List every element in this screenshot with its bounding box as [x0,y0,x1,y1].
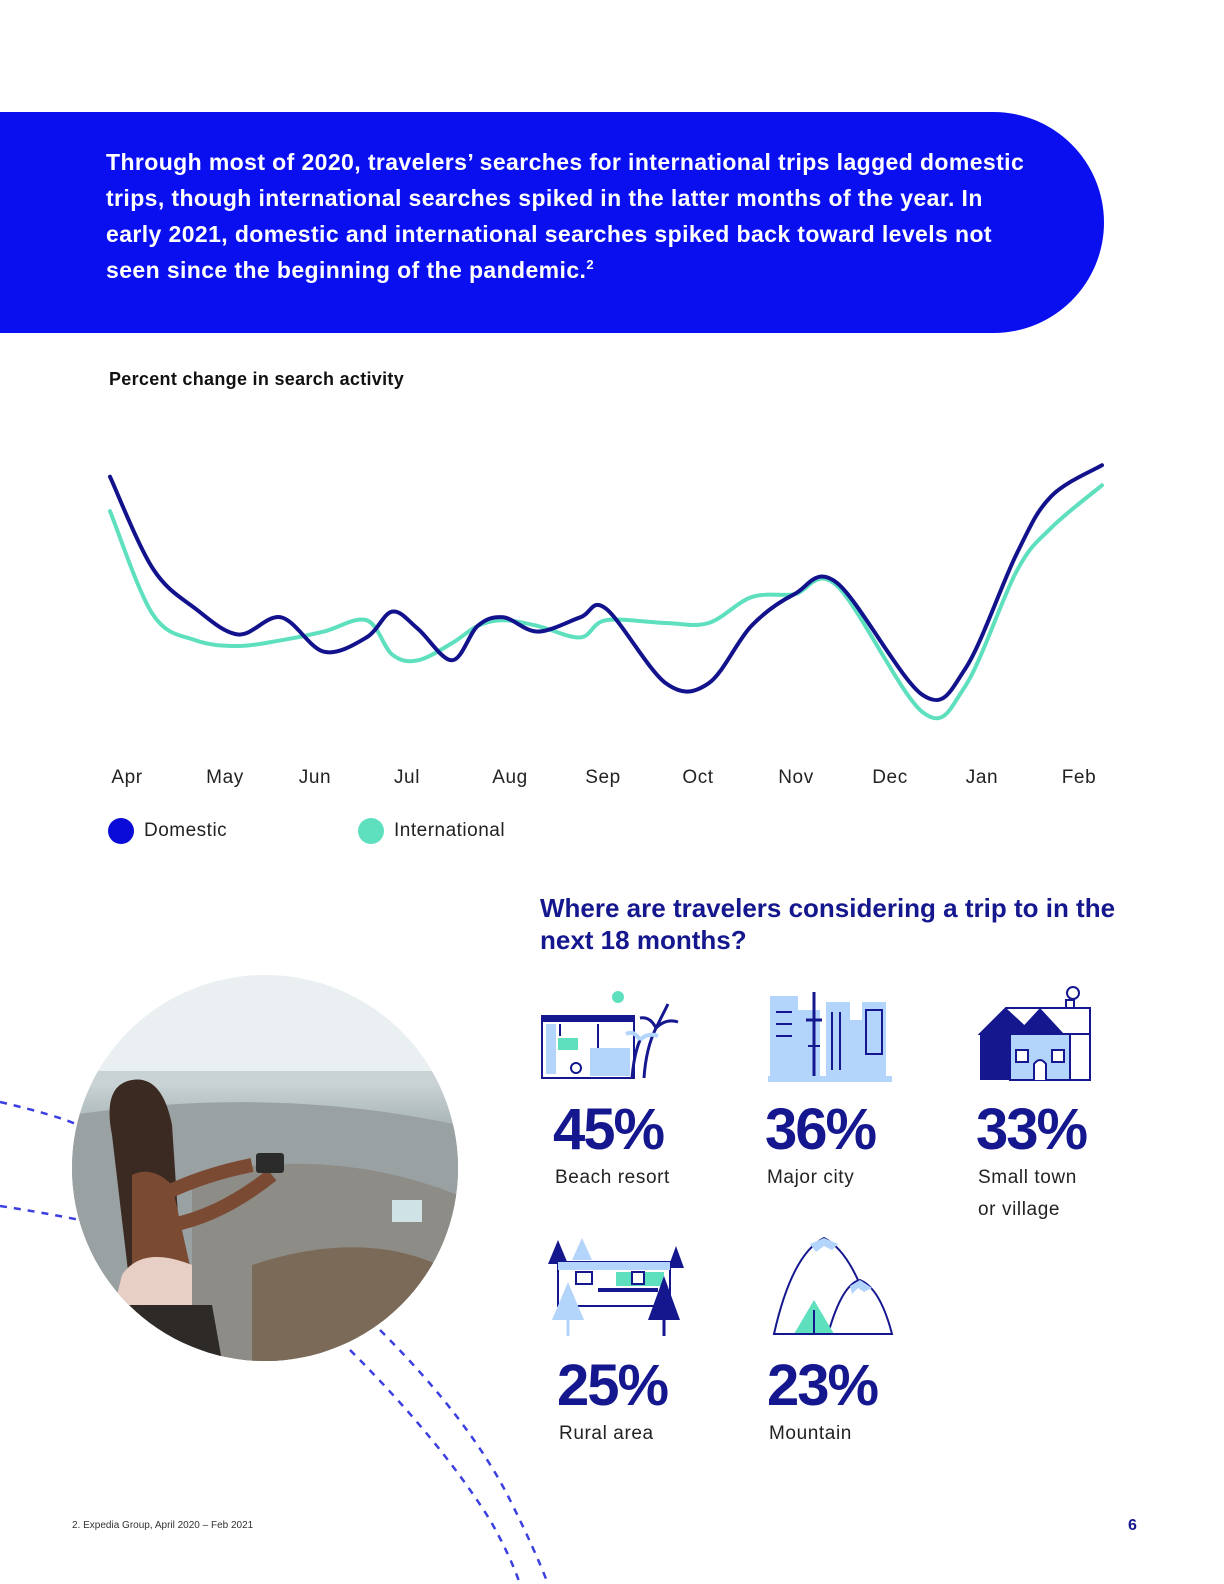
stat-percent: 23% [767,1353,879,1418]
legend-swatch-domestic [108,818,134,844]
stat-label-line2: or village [978,1199,1061,1220]
x-tick-label: May [206,767,244,788]
decorative-dashed-curves [0,1100,550,1584]
stat-beach-resort: 45% Beach resort [553,1098,670,1194]
mountain-icon [772,1236,894,1335]
beach-resort-icon [541,991,679,1079]
chart-title: Percent change in search activity [109,369,405,389]
stat-label: Rural area [559,1423,654,1444]
banner-text: Through most of 2020, travelers’ searche… [106,144,1026,288]
footnote: 2. Expedia Group, April 2020 – Feb 2021 [72,1520,254,1531]
stat-percent: 36% [765,1097,877,1162]
traveler-photo-illustration [72,975,458,1361]
x-tick-label: Nov [778,767,814,788]
legend-swatch-international [358,818,384,844]
stat-percent: 25% [557,1353,669,1418]
rural-cabin-icon [548,1238,684,1336]
x-tick-label: Feb [1062,767,1097,788]
stat-label: Small town [978,1167,1077,1188]
stat-rural-area: 25% Rural area [557,1353,669,1450]
destinations-heading: Where are travelers considering a trip t… [540,893,1116,955]
headline-banner [0,112,1104,333]
stat-mountain: 23% Mountain [767,1353,879,1450]
x-tick-label: Dec [872,767,908,788]
legend-label-domestic: Domestic [144,820,228,841]
stat-percent: 33% [976,1097,1088,1162]
x-tick-label: Jun [299,767,331,788]
legend-domestic: Domestic [108,818,227,844]
page-number: 6 [1128,1517,1137,1534]
x-tick-label: Apr [111,767,142,788]
stat-major-city: 36% Major city [765,1097,877,1194]
x-tick-label: Jul [394,767,420,788]
series-line-domestic [108,463,1104,703]
legend-label-international: International [394,820,506,841]
x-tick-label: Oct [682,767,713,788]
legend-international: International [358,818,505,844]
stat-label: Beach resort [555,1167,670,1188]
stat-small-town: 33% Small town or village [976,1097,1088,1226]
small-town-house-icon [978,986,1091,1081]
search-activity-line-chart: Apr May Jun Jul Aug Sep Oct Nov Dec Jan Feb [108,463,1104,788]
x-tick-label: Jan [966,767,998,788]
stat-percent: 45% [553,1097,665,1162]
x-tick-label: Aug [492,767,528,788]
series-line-international [108,483,1104,721]
footnote-ref: 2 [586,257,594,272]
x-tick-label: Sep [585,767,621,788]
banner-text-body: Through most of 2020, travelers’ searche… [106,149,1025,283]
stat-label: Major city [767,1167,855,1188]
traveler-photo [72,975,458,1361]
stat-label: Mountain [769,1423,852,1444]
city-skyline-icon [768,992,892,1082]
